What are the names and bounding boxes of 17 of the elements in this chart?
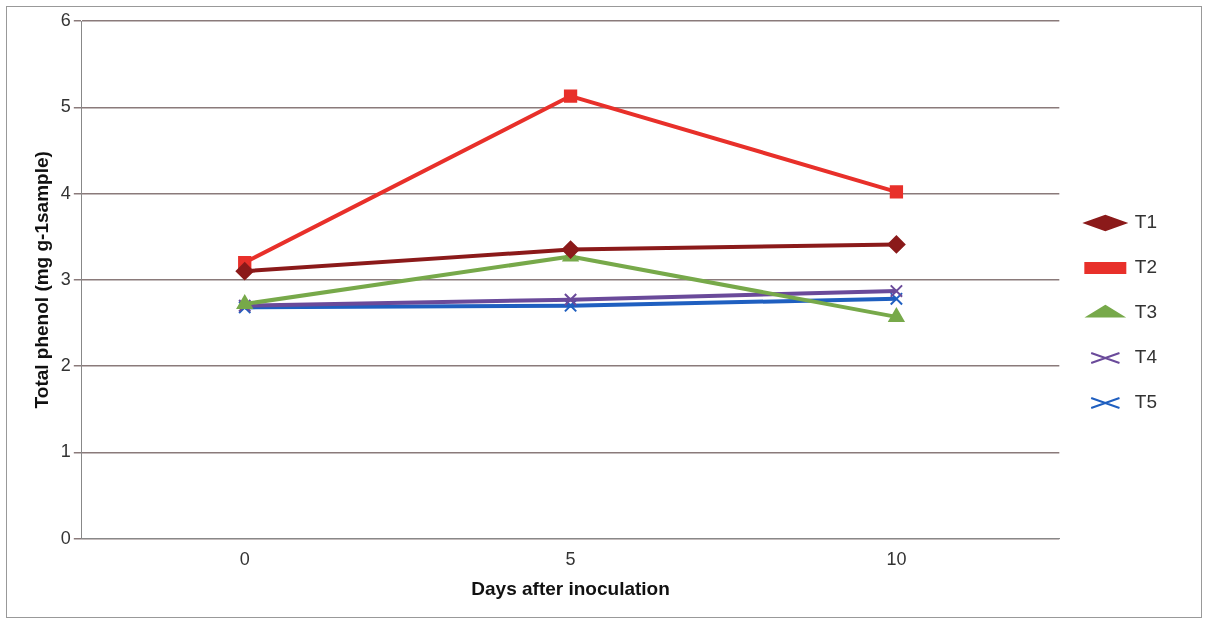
y-tick-label: 5: [60, 96, 71, 117]
x-tick-label: 0: [239, 549, 250, 570]
legend-label: T2: [1134, 256, 1158, 278]
legend-label: T4: [1134, 346, 1158, 368]
legend-label: T5: [1134, 391, 1158, 413]
x-tick-label: 5: [565, 549, 576, 570]
y-tick-label: 3: [60, 268, 71, 289]
x-tick-label: 10: [886, 549, 907, 570]
y-tick-label: 2: [60, 355, 71, 376]
x-axis-title: Days after inoculation: [471, 577, 670, 599]
y-tick-label: 1: [60, 441, 71, 462]
y-axis-title: Total phenol (mg g-1sample): [30, 151, 52, 409]
y-tick-label: 0: [60, 527, 71, 548]
legend-label: T3: [1134, 301, 1158, 323]
y-tick-label: 4: [60, 182, 71, 203]
y-tick-label: 6: [60, 9, 71, 30]
legend-label: T1: [1134, 211, 1158, 233]
